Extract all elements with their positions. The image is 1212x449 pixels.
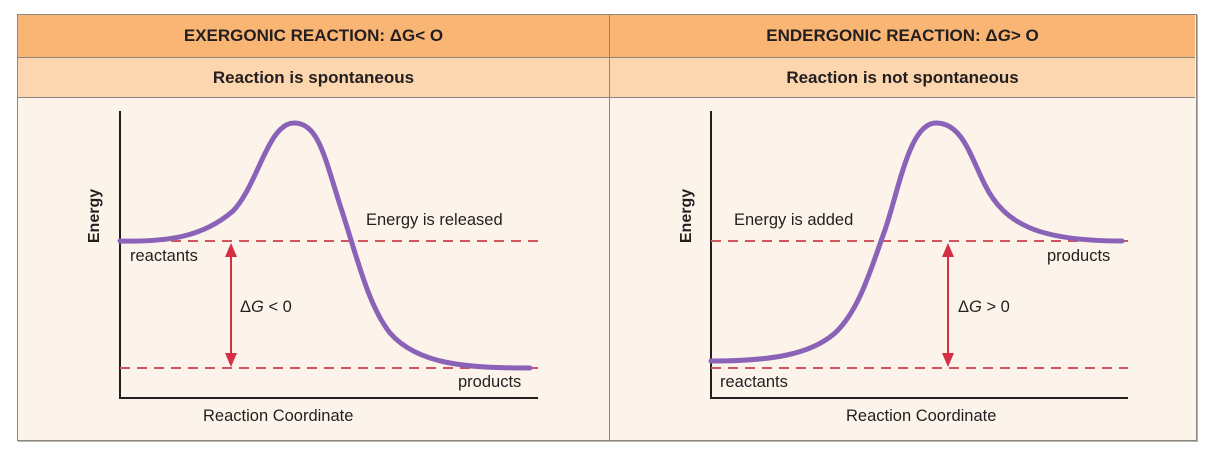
exergonic-subtitle: Reaction is spontaneous — [18, 58, 609, 98]
exergonic-title-var: G — [402, 26, 416, 45]
delta-symbol: Δ — [958, 298, 970, 316]
exergonic-title-suffix: < O — [415, 26, 444, 45]
delta-g-condition: > 0 — [981, 298, 1010, 316]
arrow-down-icon — [225, 353, 237, 367]
energy-curve — [708, 120, 1125, 364]
endergonic-title-prefix: ENDERGONIC REACTION: Δ — [766, 26, 998, 45]
delta-g-label: ΔG < 0 — [240, 298, 292, 317]
delta-g-condition: < 0 — [263, 298, 292, 316]
products-label: products — [458, 373, 522, 391]
g-variable: G — [969, 298, 982, 316]
arrow-up-icon — [225, 243, 237, 257]
energy-added-label: Energy is added — [734, 211, 854, 229]
endergonic-title-suffix: > O — [1010, 26, 1039, 45]
g-variable: G — [251, 298, 264, 316]
y-axis-label: Energy — [678, 188, 696, 244]
x-axis-label: Reaction Coordinate — [203, 407, 354, 425]
products-label: products — [1047, 247, 1111, 265]
reactants-label: reactants — [130, 247, 198, 265]
y-axis-label: Energy — [86, 188, 104, 244]
arrow-down-icon — [942, 353, 954, 367]
energy-released-label: Energy is released — [366, 211, 503, 229]
reactants-label: reactants — [720, 373, 788, 391]
exergonic-title-prefix: EXERGONIC REACTION: Δ — [183, 26, 402, 45]
endergonic-title-var: G — [997, 26, 1011, 45]
delta-g-label: ΔG > 0 — [958, 298, 1010, 317]
x-axis-label: Reaction Coordinate — [846, 407, 997, 425]
energy-curve — [117, 120, 533, 371]
exergonic-energy-diagram — [117, 111, 538, 399]
endergonic-energy-diagram — [708, 111, 1128, 399]
arrow-up-icon — [942, 243, 954, 257]
delta-symbol: Δ — [240, 298, 252, 316]
endergonic-subtitle: Reaction is not spontaneous — [610, 58, 1195, 98]
